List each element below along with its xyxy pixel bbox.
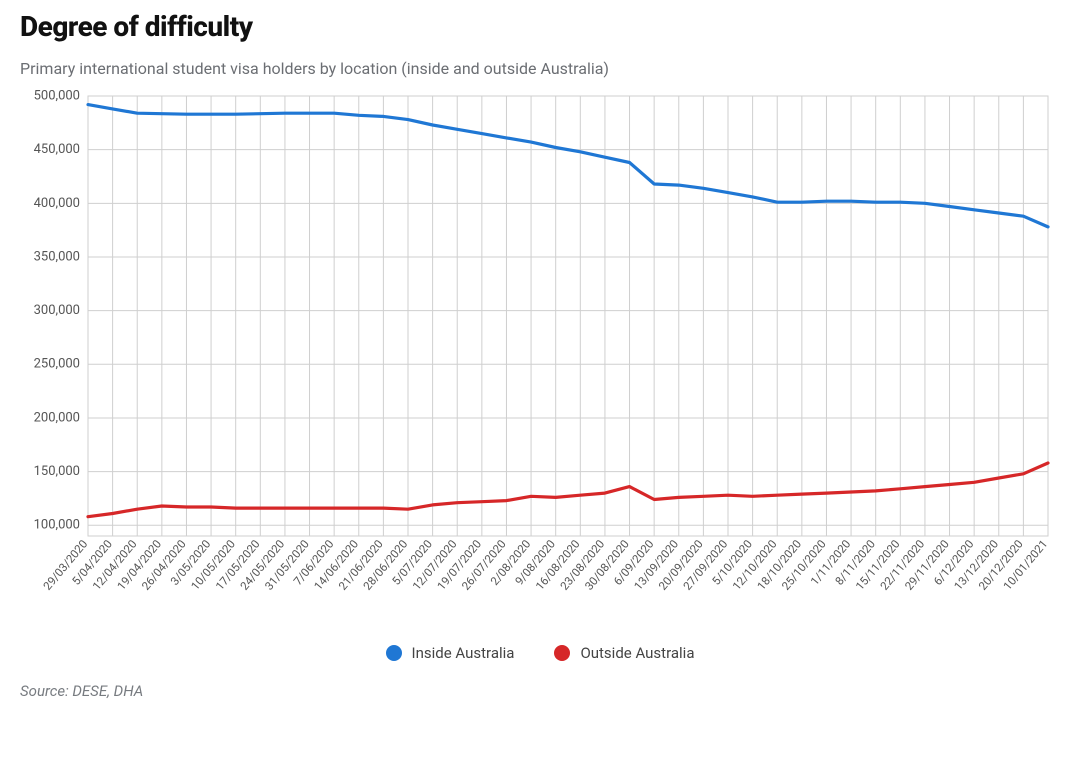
chart-svg: 100,000 150,000 200,000 250,000 300,000 350,0… [20,86,1060,636]
y-axis-tick-label: 400,000 [34,196,80,211]
chart-title: Degree of difficulty [20,10,1060,43]
series-line [88,105,1048,227]
y-axis-tick-label: 250,000 [34,357,80,372]
legend-item-inside: Inside Australia [386,644,515,662]
y-axis-tick-label: 350,000 [34,249,80,264]
chart-subtitle: Primary international student visa holde… [20,59,1060,78]
legend-label: Outside Australia [580,644,694,662]
series-line [88,463,1048,517]
chart-source: Source: DESE, DHA [20,682,1060,700]
legend-dot-icon [386,645,402,661]
line-chart: 100,000 150,000 200,000 250,000 300,000 350,0… [20,86,1060,636]
plot-border [88,96,1048,536]
y-axis-tick-label: 450,000 [34,142,80,157]
y-axis-tick-label: 500,000 [34,88,80,103]
y-axis-tick-label: 100,000 [34,518,80,533]
y-axis-tick-label: 150,000 [34,464,80,479]
y-axis-tick-label: 300,000 [34,303,80,318]
chart-legend: Inside Australia Outside Australia [20,644,1060,662]
chart-container: { "title": "Degree of difficulty", "subt… [0,0,1080,768]
legend-label: Inside Australia [412,644,515,662]
legend-dot-icon [554,645,570,661]
legend-item-outside: Outside Australia [554,644,694,662]
y-axis-tick-label: 200,000 [34,410,80,425]
